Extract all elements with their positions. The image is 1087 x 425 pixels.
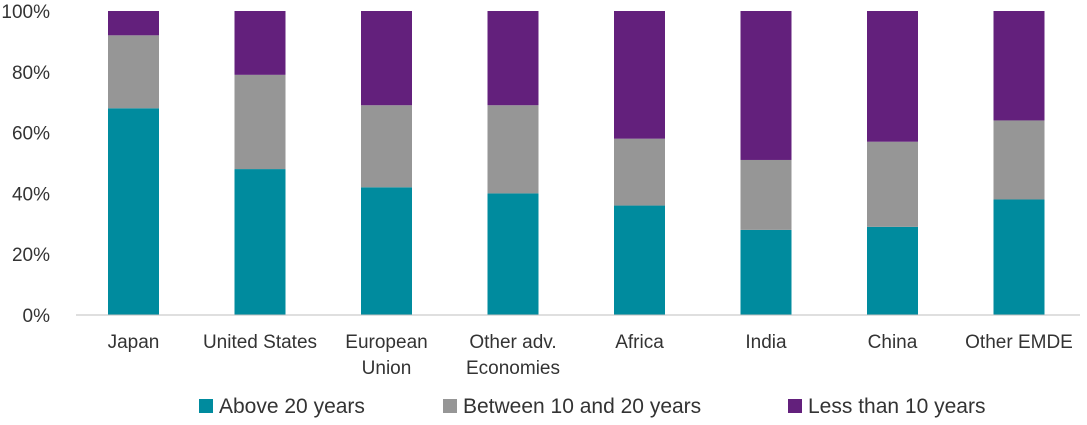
category-label: Other adv. <box>469 332 556 353</box>
bar-segment-8-1 <box>993 199 1045 315</box>
category-label: Economies <box>466 358 560 379</box>
bar-segment-6-1 <box>740 229 792 315</box>
bar-segment-4-3 <box>487 11 539 106</box>
category-label: United States <box>203 332 317 353</box>
legend-label-2: Between 10 and 20 years <box>463 395 701 418</box>
legend-swatch-1 <box>199 399 213 413</box>
bar-segment-7-2 <box>867 141 918 227</box>
legend-swatch-3 <box>788 399 802 413</box>
x-axis-labels: Japan United States European Union Other adv… <box>108 332 1073 379</box>
category-label: Africa <box>615 332 664 353</box>
bar-segment-2-3 <box>234 11 286 75</box>
bar-segment-5-1 <box>614 205 665 315</box>
bar-segment-2-1 <box>234 169 286 315</box>
legend: Above 20 years Between 10 and 20 years Les… <box>199 395 985 418</box>
category-label: Japan <box>108 332 160 353</box>
bar-segment-5-2 <box>614 138 665 206</box>
y-tick-label: 40% <box>12 184 50 205</box>
y-tick-label: 0% <box>23 306 51 327</box>
category-label: China <box>868 332 918 353</box>
bar-segment-2-2 <box>234 74 286 170</box>
bar-segment-7-1 <box>867 226 918 315</box>
category-label: India <box>745 332 787 353</box>
bar-segment-4-1 <box>487 193 539 315</box>
y-tick-label: 20% <box>12 245 50 266</box>
y-axis: 0% 20% 40% 60% 80% 100% <box>1 2 50 327</box>
bar-segment-1-1 <box>108 108 159 315</box>
legend-label-1: Above 20 years <box>219 395 365 418</box>
bar-segment-8-3 <box>993 11 1045 121</box>
y-tick-label: 100% <box>1 2 50 23</box>
y-tick-label: 80% <box>12 63 50 84</box>
bar-segment-8-2 <box>993 120 1045 200</box>
y-tick-label: 60% <box>12 124 50 145</box>
bar-segment-4-2 <box>487 105 539 194</box>
bar-segment-3-2 <box>361 105 412 188</box>
bar-segment-3-3 <box>361 11 412 106</box>
bar-segment-6-2 <box>740 159 792 230</box>
bars <box>108 11 1045 315</box>
legend-label-3: Less than 10 years <box>808 395 985 418</box>
category-label: Union <box>362 358 412 379</box>
category-label: Other EMDE <box>965 332 1073 353</box>
bar-segment-1-2 <box>108 35 159 109</box>
bar-segment-1-3 <box>108 11 159 36</box>
bar-segment-5-3 <box>614 11 665 139</box>
bar-segment-6-3 <box>740 11 792 160</box>
legend-swatch-2 <box>443 399 457 413</box>
bar-segment-3-1 <box>361 187 412 315</box>
category-label: European <box>345 332 427 353</box>
bar-segment-7-3 <box>867 11 918 142</box>
